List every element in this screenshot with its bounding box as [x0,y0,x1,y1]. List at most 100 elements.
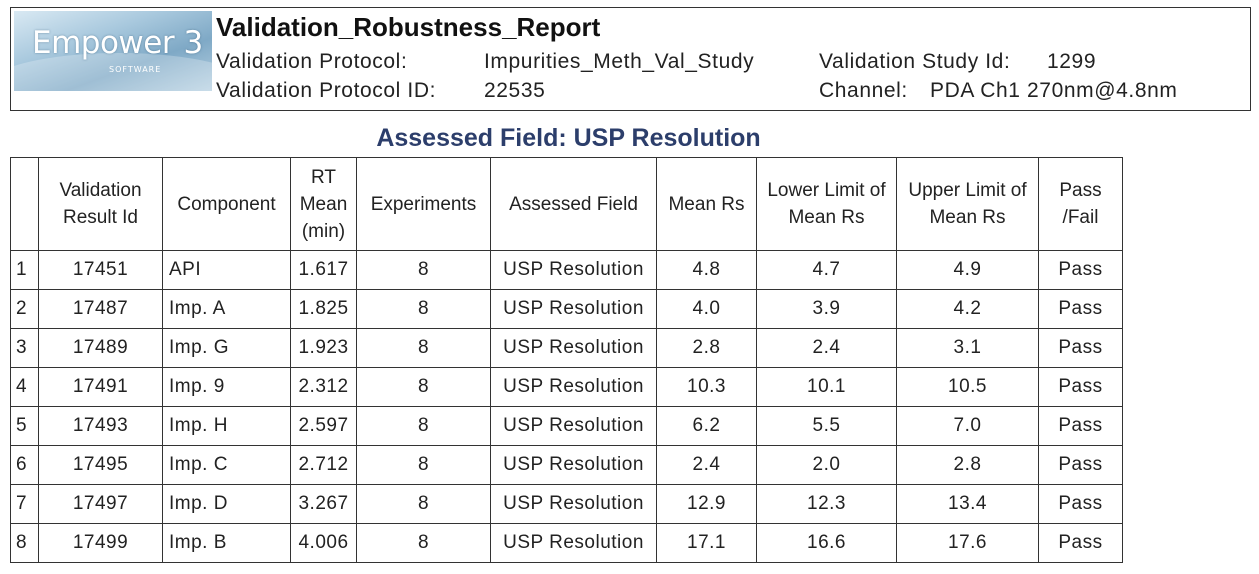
row-index: 2 [10,289,39,329]
protocol-id-label: Validation Protocol ID: [216,79,437,102]
table-row: 2 17487 Imp. A 1.825 8 USP Resolution 4.… [10,289,1123,329]
row-index: 7 [10,484,39,524]
experiments: 8 [356,523,491,563]
header-validation-result-id: Validation Result Id [38,157,163,251]
logo-brand-text: Empower 3 [32,25,203,61]
rt-mean: 1.617 [290,250,357,290]
header-mean-rs: Mean Rs [656,157,757,251]
assessed-field: USP Resolution [490,289,657,329]
experiments: 8 [356,328,491,368]
table-row: 3 17489 Imp. G 1.923 8 USP Resolution 2.… [10,328,1123,368]
mean-rs: 10.3 [656,367,757,407]
validation-result-id: 17493 [38,406,163,446]
header-experiments: Experiments [356,157,491,251]
mean-rs: 4.0 [656,289,757,329]
table-row: 7 17497 Imp. D 3.267 8 USP Resolution 12… [10,484,1123,524]
upper-limit: 4.2 [896,289,1039,329]
rt-mean: 2.597 [290,406,357,446]
header-component: Component [162,157,291,251]
pass-fail: Pass [1038,250,1123,290]
lower-limit: 2.0 [756,445,897,485]
row-index: 3 [10,328,39,368]
component: Imp. A [162,289,291,329]
mean-rs: 6.2 [656,406,757,446]
pass-fail: Pass [1038,406,1123,446]
assessed-field: USP Resolution [490,367,657,407]
header-index [10,157,39,251]
rt-mean: 4.006 [290,523,357,563]
pass-fail: Pass [1038,328,1123,368]
rt-mean: 3.267 [290,484,357,524]
study-id-value: 1299 [1047,50,1097,73]
lower-limit: 3.9 [756,289,897,329]
lower-limit: 12.3 [756,484,897,524]
component: Imp. B [162,523,291,563]
assessed-field: USP Resolution [490,484,657,524]
experiments: 8 [356,406,491,446]
component: Imp. D [162,484,291,524]
mean-rs: 2.8 [656,328,757,368]
table-row: 5 17493 Imp. H 2.597 8 USP Resolution 6.… [10,406,1123,446]
lower-limit: 2.4 [756,328,897,368]
experiments: 8 [356,445,491,485]
assessed-field: USP Resolution [490,523,657,563]
empower-logo: Empower 3 SOFTWARE [14,11,212,91]
rt-mean: 2.712 [290,445,357,485]
protocol-label: Validation Protocol: [216,50,408,73]
mean-rs: 2.4 [656,445,757,485]
upper-limit: 10.5 [896,367,1039,407]
protocol-id-value: 22535 [484,79,546,102]
validation-result-id: 17451 [38,250,163,290]
validation-result-id: 17491 [38,367,163,407]
component: Imp. 9 [162,367,291,407]
table-row: 8 17499 Imp. B 4.006 8 USP Resolution 17… [10,523,1123,563]
upper-limit: 4.9 [896,250,1039,290]
table-row: 1 17451 API 1.617 8 USP Resolution 4.8 4… [10,250,1123,290]
mean-rs: 4.8 [656,250,757,290]
mean-rs: 12.9 [656,484,757,524]
lower-limit: 16.6 [756,523,897,563]
rt-mean: 2.312 [290,367,357,407]
results-table: Validation Result Id Component RT Mean (… [10,157,1123,563]
row-index: 5 [10,406,39,446]
experiments: 8 [356,367,491,407]
assessed-field: USP Resolution [490,445,657,485]
row-index: 8 [10,523,39,563]
validation-result-id: 17499 [38,523,163,563]
table-row: 6 17495 Imp. C 2.712 8 USP Resolution 2.… [10,445,1123,485]
pass-fail: Pass [1038,289,1123,329]
study-id-label: Validation Study Id: [819,50,1011,73]
assessed-field: USP Resolution [490,250,657,290]
row-index: 6 [10,445,39,485]
lower-limit: 5.5 [756,406,897,446]
validation-result-id: 17497 [38,484,163,524]
pass-fail: Pass [1038,367,1123,407]
header-upper-limit: Upper Limit of Mean Rs [896,157,1039,251]
channel-label: Channel: [819,79,908,102]
mean-rs: 17.1 [656,523,757,563]
logo-sub-text: SOFTWARE [109,65,162,74]
header-rt-mean: RT Mean (min) [290,157,357,251]
header-pass-fail: Pass /Fail [1038,157,1123,251]
report-header: Empower 3 SOFTWARE Validation_Robustness… [10,7,1251,111]
rt-mean: 1.923 [290,328,357,368]
pass-fail: Pass [1038,484,1123,524]
report-title: Validation_Robustness_Report [216,12,601,42]
validation-result-id: 17489 [38,328,163,368]
section-title: Assessed Field: USP Resolution [376,124,761,152]
component: Imp. H [162,406,291,446]
table-row: 4 17491 Imp. 9 2.312 8 USP Resolution 10… [10,367,1123,407]
row-index: 1 [10,250,39,290]
validation-result-id: 17495 [38,445,163,485]
header-assessed-field: Assessed Field [490,157,657,251]
validation-result-id: 17487 [38,289,163,329]
upper-limit: 2.8 [896,445,1039,485]
upper-limit: 13.4 [896,484,1039,524]
protocol-value: Impurities_Meth_Val_Study [484,50,755,73]
upper-limit: 3.1 [896,328,1039,368]
pass-fail: Pass [1038,523,1123,563]
upper-limit: 17.6 [896,523,1039,563]
table-header-row: Validation Result Id Component RT Mean (… [10,157,1123,251]
experiments: 8 [356,484,491,524]
lower-limit: 4.7 [756,250,897,290]
